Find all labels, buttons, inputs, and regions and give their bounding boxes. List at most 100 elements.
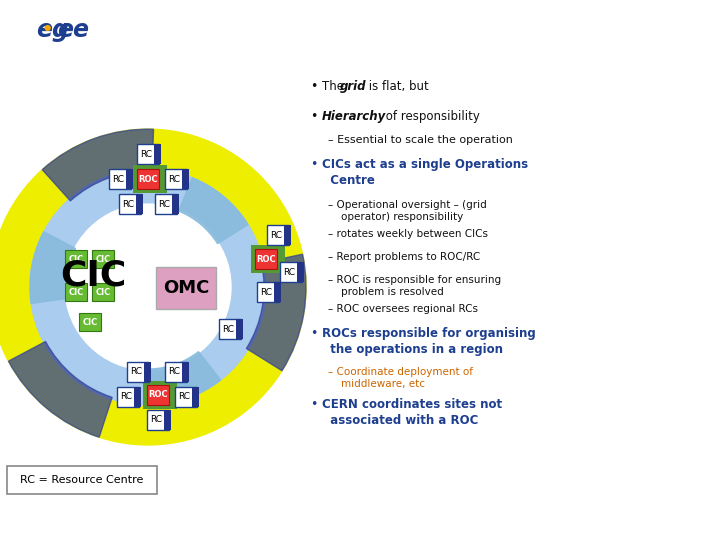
Text: grid: grid [340, 80, 366, 93]
FancyBboxPatch shape [127, 362, 149, 382]
Wedge shape [179, 178, 248, 244]
Text: CIC: CIC [95, 287, 111, 296]
FancyBboxPatch shape [117, 387, 139, 407]
FancyBboxPatch shape [297, 262, 304, 282]
FancyBboxPatch shape [155, 194, 177, 214]
Text: Structure of EGEE operations: Structure of EGEE operations [192, 18, 649, 46]
Ellipse shape [8, 3, 96, 61]
FancyBboxPatch shape [182, 169, 189, 189]
FancyBboxPatch shape [192, 387, 199, 407]
Text: ●: ● [43, 23, 50, 31]
Text: CICs act as a single Operations
  Centre: CICs act as a single Operations Centre [322, 158, 528, 187]
FancyBboxPatch shape [147, 385, 169, 405]
Text: – rotates weekly between CICs: – rotates weekly between CICs [328, 229, 488, 239]
FancyBboxPatch shape [65, 283, 87, 301]
Text: CIC: CIC [68, 287, 84, 296]
Circle shape [30, 169, 266, 405]
FancyBboxPatch shape [165, 362, 187, 382]
Text: eg: eg [36, 18, 69, 42]
Text: ROC: ROC [256, 254, 276, 264]
FancyBboxPatch shape [137, 144, 159, 164]
FancyBboxPatch shape [79, 313, 101, 331]
FancyBboxPatch shape [255, 249, 277, 269]
Text: •: • [310, 110, 318, 123]
Text: •: • [310, 398, 318, 411]
Text: •: • [310, 80, 318, 93]
Text: ee: ee [57, 18, 89, 42]
FancyBboxPatch shape [274, 282, 281, 302]
FancyBboxPatch shape [267, 225, 289, 245]
FancyBboxPatch shape [172, 194, 179, 214]
FancyBboxPatch shape [134, 387, 141, 407]
Text: •: • [310, 158, 318, 171]
Text: RC: RC [178, 393, 190, 401]
Wedge shape [9, 341, 112, 437]
Wedge shape [151, 352, 220, 405]
Text: RC: RC [130, 368, 142, 376]
FancyBboxPatch shape [280, 262, 302, 282]
Text: RC: RC [222, 325, 234, 334]
FancyBboxPatch shape [284, 225, 291, 245]
Text: – Coordinate deployment of
    middleware, etc: – Coordinate deployment of middleware, e… [328, 367, 473, 389]
Text: OMC: OMC [163, 279, 210, 297]
Text: 15: 15 [693, 516, 710, 529]
FancyBboxPatch shape [119, 194, 141, 214]
Circle shape [0, 129, 306, 445]
Text: – ROC is responsible for ensuring
    problem is resolved: – ROC is responsible for ensuring proble… [328, 275, 501, 296]
FancyBboxPatch shape [92, 283, 114, 301]
Wedge shape [42, 129, 153, 201]
Text: RC: RC [270, 231, 282, 240]
Text: RC: RC [150, 415, 162, 424]
Text: •: • [310, 327, 318, 340]
Wedge shape [30, 232, 76, 303]
Text: RC: RC [122, 200, 134, 208]
Text: Grid Day Nis  31 Jan 2006: Grid Day Nis 31 Jan 2006 [490, 518, 624, 528]
FancyBboxPatch shape [92, 250, 114, 268]
FancyBboxPatch shape [236, 319, 243, 339]
FancyBboxPatch shape [133, 165, 167, 193]
Text: RC: RC [168, 368, 180, 376]
Text: of responsibility: of responsibility [382, 110, 480, 123]
Text: RC: RC [158, 200, 170, 208]
FancyBboxPatch shape [137, 169, 159, 189]
FancyBboxPatch shape [154, 144, 161, 164]
Text: CIC: CIC [60, 258, 126, 292]
Text: RC: RC [260, 287, 272, 296]
FancyBboxPatch shape [164, 410, 171, 430]
Text: CERN coordinates sites not
  associated with a ROC: CERN coordinates sites not associated wi… [322, 398, 502, 427]
FancyBboxPatch shape [65, 250, 87, 268]
FancyBboxPatch shape [143, 381, 177, 409]
Text: INFSO-RI-508833: INFSO-RI-508833 [8, 518, 97, 528]
Text: RC: RC [168, 174, 180, 184]
Text: RC: RC [283, 267, 295, 276]
Text: CIC: CIC [68, 254, 84, 264]
Text: The: The [322, 80, 348, 93]
Text: RC: RC [120, 393, 132, 401]
FancyBboxPatch shape [257, 282, 279, 302]
Circle shape [65, 204, 231, 370]
FancyBboxPatch shape [136, 194, 143, 214]
FancyBboxPatch shape [165, 169, 187, 189]
Wedge shape [246, 254, 306, 371]
Text: RC = Resource Centre: RC = Resource Centre [20, 475, 144, 485]
FancyBboxPatch shape [219, 319, 241, 339]
FancyBboxPatch shape [156, 267, 216, 309]
FancyBboxPatch shape [7, 466, 157, 494]
FancyBboxPatch shape [144, 362, 151, 382]
Text: ROC: ROC [138, 174, 158, 184]
Text: CIC: CIC [82, 318, 98, 327]
FancyBboxPatch shape [182, 362, 189, 382]
Text: ROCs responsible for organising
  the operations in a region: ROCs responsible for organising the oper… [322, 327, 536, 356]
Text: – ROC oversees regional RCs: – ROC oversees regional RCs [328, 304, 478, 314]
Text: – Operational oversight – (grid
    operator) responsibility: – Operational oversight – (grid operator… [328, 200, 487, 222]
FancyBboxPatch shape [126, 169, 133, 189]
Text: Enabling Grids for E-sciencE: Enabling Grids for E-sciencE [130, 58, 257, 66]
Text: ROC: ROC [148, 390, 168, 400]
FancyBboxPatch shape [175, 387, 197, 407]
Text: RC: RC [140, 150, 152, 159]
Text: is flat, but: is flat, but [365, 80, 428, 93]
FancyBboxPatch shape [147, 410, 169, 430]
FancyBboxPatch shape [251, 245, 285, 273]
Text: – Essential to scale the operation: – Essential to scale the operation [328, 135, 513, 145]
FancyBboxPatch shape [109, 169, 131, 189]
